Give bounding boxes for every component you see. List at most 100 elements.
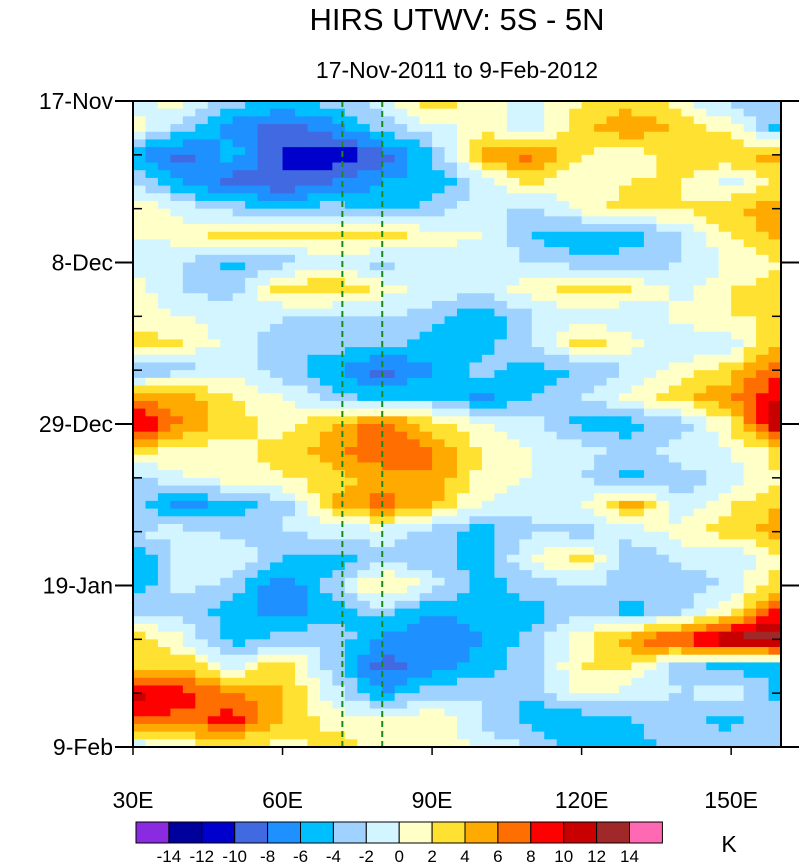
heatmap-cell bbox=[469, 485, 483, 494]
heatmap-cell bbox=[407, 508, 421, 517]
heatmap-cell bbox=[207, 101, 221, 110]
heatmap-cell bbox=[195, 393, 209, 402]
heatmap-cell bbox=[619, 731, 633, 740]
heatmap-cell bbox=[257, 393, 271, 402]
heatmap-cell bbox=[718, 616, 732, 625]
heatmap-cell bbox=[656, 647, 670, 656]
heatmap-cell bbox=[743, 239, 757, 248]
heatmap-cell bbox=[207, 431, 221, 440]
heatmap-cell bbox=[319, 293, 333, 302]
heatmap-cell bbox=[619, 500, 633, 510]
heatmap-cell bbox=[257, 623, 271, 633]
heatmap-cell bbox=[531, 570, 545, 579]
heatmap-cell bbox=[506, 147, 520, 156]
colorbar-label: -12 bbox=[190, 847, 215, 863]
heatmap-cell bbox=[506, 262, 520, 271]
heatmap-cell bbox=[481, 247, 495, 256]
heatmap-cell bbox=[145, 424, 159, 433]
heatmap-cell bbox=[295, 270, 309, 279]
heatmap-cell bbox=[444, 731, 458, 740]
heatmap-cell bbox=[481, 177, 495, 187]
heatmap-cell bbox=[282, 308, 296, 317]
heatmap-cell bbox=[594, 331, 608, 340]
heatmap-cell bbox=[344, 131, 358, 141]
heatmap-cell bbox=[457, 585, 471, 594]
heatmap-cell bbox=[506, 377, 520, 387]
heatmap-cell bbox=[731, 739, 745, 748]
heatmap-cell bbox=[519, 677, 533, 687]
heatmap-cell bbox=[519, 708, 533, 717]
heatmap-cell bbox=[594, 647, 608, 656]
heatmap-cell bbox=[394, 485, 408, 494]
heatmap-cell bbox=[207, 200, 221, 210]
heatmap-cell bbox=[407, 639, 421, 648]
heatmap-cell bbox=[643, 177, 657, 187]
heatmap-cell bbox=[133, 716, 147, 725]
heatmap-cell bbox=[195, 254, 209, 264]
heatmap-cell bbox=[407, 347, 421, 356]
heatmap-cell bbox=[182, 608, 196, 617]
heatmap-cell bbox=[307, 431, 321, 440]
heatmap-cell bbox=[519, 623, 533, 633]
heatmap-cell bbox=[619, 347, 633, 356]
heatmap-cell bbox=[282, 531, 296, 540]
heatmap-cell bbox=[357, 493, 371, 502]
heatmap-cell bbox=[407, 685, 421, 694]
heatmap-cell bbox=[594, 116, 608, 125]
heatmap-cell bbox=[569, 208, 583, 217]
heatmap-cell bbox=[481, 147, 495, 156]
heatmap-cell bbox=[432, 516, 446, 525]
heatmap-cell bbox=[718, 316, 732, 325]
heatmap-cell bbox=[756, 331, 770, 340]
heatmap-cell bbox=[444, 224, 458, 233]
heatmap-cell bbox=[631, 300, 645, 310]
heatmap-cell bbox=[668, 477, 682, 487]
heatmap-cell bbox=[594, 347, 608, 356]
heatmap-cell bbox=[581, 424, 595, 433]
heatmap-cell bbox=[619, 262, 633, 271]
heatmap-cell bbox=[432, 101, 446, 110]
heatmap-cell bbox=[245, 354, 259, 364]
heatmap-cell bbox=[531, 731, 545, 740]
heatmap-cell bbox=[195, 731, 209, 740]
heatmap-cell bbox=[756, 647, 770, 656]
heatmap-cell bbox=[594, 570, 608, 579]
heatmap-cell bbox=[257, 616, 271, 625]
heatmap-cell bbox=[157, 623, 171, 633]
heatmap-cell bbox=[157, 362, 171, 371]
heatmap-cell bbox=[170, 562, 184, 571]
heatmap-cell bbox=[519, 208, 533, 217]
heatmap-cell bbox=[619, 585, 633, 594]
heatmap-cell bbox=[581, 124, 595, 133]
heatmap-cell bbox=[544, 593, 558, 602]
heatmap-cell bbox=[419, 508, 433, 517]
heatmap-cell bbox=[519, 739, 533, 748]
heatmap-cell bbox=[656, 562, 670, 571]
heatmap-cell bbox=[606, 370, 620, 379]
heatmap-cell bbox=[444, 408, 458, 417]
heatmap-cell bbox=[257, 339, 271, 348]
heatmap-cell bbox=[407, 108, 421, 117]
heatmap-cell bbox=[693, 154, 707, 164]
heatmap-cell bbox=[444, 654, 458, 663]
heatmap-cell bbox=[369, 677, 383, 687]
heatmap-cell bbox=[519, 477, 533, 487]
heatmap-cell bbox=[282, 131, 296, 141]
heatmap-cell bbox=[756, 539, 770, 548]
heatmap-cell bbox=[569, 424, 583, 433]
heatmap-cell bbox=[394, 124, 408, 133]
colorbar-swatch bbox=[168, 821, 203, 844]
heatmap-cell bbox=[407, 400, 421, 410]
heatmap-cell bbox=[257, 462, 271, 471]
heatmap-cell bbox=[195, 108, 209, 117]
heatmap-cell bbox=[631, 147, 645, 156]
heatmap-cell bbox=[743, 354, 757, 364]
heatmap-cell bbox=[531, 500, 545, 510]
heatmap-cell bbox=[706, 316, 720, 325]
heatmap-cell bbox=[207, 616, 221, 625]
heatmap-cell bbox=[731, 485, 745, 494]
heatmap-cell bbox=[307, 308, 321, 317]
heatmap-cell bbox=[369, 270, 383, 279]
heatmap-cell bbox=[357, 377, 371, 387]
heatmap-cell bbox=[245, 531, 259, 540]
